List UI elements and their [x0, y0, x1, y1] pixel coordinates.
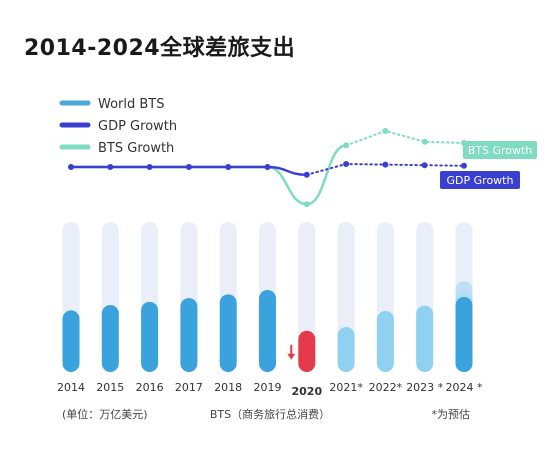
legend-item: World BTS [59, 97, 165, 112]
x-tick-label: 2021* [329, 381, 363, 394]
series-forecast-line [345, 129, 465, 147]
series-point [421, 138, 428, 145]
x-axis-ticks: 2014 2015 2016 2017 2018 2019 2020 2021* 2022* 20… [57, 381, 483, 398]
x-tick-label: 2023 * [406, 381, 443, 394]
series-line [71, 165, 307, 177]
series-label: GDP Growth [440, 171, 520, 189]
series-label-bg [463, 141, 537, 159]
footer: (单位：万亿美元) BTS（商务旅行总消费） *为预估 [62, 407, 470, 421]
x-tick-label: 2015 [96, 381, 124, 394]
legend-item: BTS Growth [59, 141, 174, 156]
series-point [343, 142, 350, 149]
bar [416, 305, 434, 372]
bar [455, 297, 473, 372]
legend-label: GDP Growth [98, 119, 177, 134]
bar-group [141, 222, 159, 372]
bar [376, 310, 394, 372]
series-point [185, 164, 192, 170]
bar [141, 301, 159, 372]
bar [101, 305, 119, 372]
decline-arrow-head [287, 353, 296, 360]
bar-group [455, 222, 473, 372]
series-label: BTS Growth [463, 141, 537, 159]
x-tick-label: 2020 [291, 385, 322, 398]
bar [298, 330, 316, 372]
x-tick-label: 2014 [57, 381, 85, 394]
series-point [264, 164, 271, 170]
series-label-text: GDP Growth [447, 174, 514, 187]
bar [180, 298, 198, 372]
bar-group [337, 222, 355, 372]
series-point [146, 164, 153, 170]
bar-group [180, 222, 198, 372]
legend: World BTS GDP Growth BTS Growth [59, 97, 177, 156]
series-point [343, 161, 350, 167]
bar-group [376, 222, 394, 372]
bar-group [416, 222, 434, 372]
bars [62, 222, 473, 372]
series-point [303, 201, 310, 208]
legend-label: World BTS [98, 97, 165, 112]
bar-group [287, 222, 316, 372]
bar [337, 327, 355, 372]
series-label-text: BTS Growth [468, 144, 533, 157]
forecast-note: *为预估 [432, 408, 471, 421]
bar-group [101, 222, 119, 372]
series-point [225, 164, 232, 170]
series-point [68, 164, 74, 170]
legend-label: BTS Growth [98, 141, 174, 156]
bar [62, 310, 80, 372]
x-tick-label: 2018 [214, 381, 242, 394]
series-point [382, 128, 389, 134]
series-point [421, 162, 428, 169]
bar-group [219, 222, 237, 372]
bar [219, 294, 237, 372]
chart-title: 2014-2024全球差旅支出 [24, 36, 296, 61]
x-tick-label: 2022* [369, 381, 403, 394]
series-point [107, 164, 114, 170]
growth-lines: BTS Growth GDP Growth [68, 128, 537, 208]
x-tick-label: 2024 * [446, 381, 483, 394]
unit-note: (单位：万亿美元) [62, 407, 148, 421]
x-tick-label: 2019 [254, 381, 282, 394]
bar [259, 290, 276, 372]
series-point [303, 171, 310, 178]
legend-item: GDP Growth [59, 119, 177, 134]
series-point [382, 161, 389, 168]
series-point [461, 162, 467, 169]
series-label-bg [440, 171, 520, 189]
bar-group [62, 222, 80, 372]
x-tick-label: 2016 [136, 381, 164, 394]
bar-group [259, 222, 276, 372]
measure-note: BTS（商务旅行总消费） [210, 407, 330, 421]
x-tick-label: 2017 [175, 381, 203, 394]
